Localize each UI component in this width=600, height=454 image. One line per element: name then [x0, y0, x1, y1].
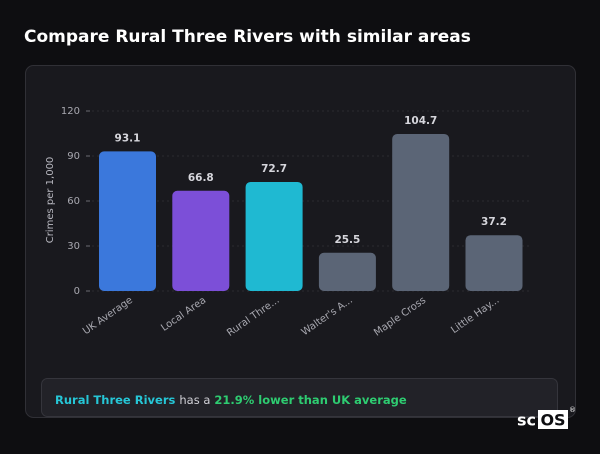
logo-mark: ® [569, 406, 576, 414]
y-tick-label: 120 [61, 106, 80, 117]
y-axis-label: Crimes per 1,000 [45, 157, 56, 244]
summary-text: Rural Three Rivers has a 21.9% lower tha… [55, 393, 407, 407]
logo-prefix: sc [517, 411, 536, 430]
y-tick-label: 90 [67, 151, 80, 162]
bar [465, 235, 523, 291]
summary-comparison: 21.9% lower than UK average [214, 393, 406, 407]
value-label: 37.2 [481, 216, 507, 228]
y-tick-label: 0 [74, 286, 80, 297]
logo-box [538, 410, 568, 429]
page-title: Compare Rural Three Rivers with similar … [24, 27, 471, 47]
summary-middle: has a [179, 393, 210, 407]
value-label: 72.7 [261, 163, 287, 175]
bar [392, 133, 450, 291]
value-label: 66.8 [188, 172, 214, 184]
bar [318, 252, 376, 291]
value-label: 93.1 [115, 132, 141, 144]
bar [99, 151, 156, 291]
logo: sc OS ® [517, 406, 576, 430]
value-label: 25.5 [334, 234, 360, 246]
bar [245, 181, 303, 291]
value-label: 104.7 [404, 115, 437, 127]
summary-area: Rural Three Rivers [55, 393, 175, 407]
y-tick-label: 30 [67, 241, 80, 252]
bar [172, 190, 230, 291]
logo-boxed: OS [540, 411, 565, 430]
summary-box [41, 378, 558, 417]
y-tick-label: 60 [67, 196, 80, 207]
